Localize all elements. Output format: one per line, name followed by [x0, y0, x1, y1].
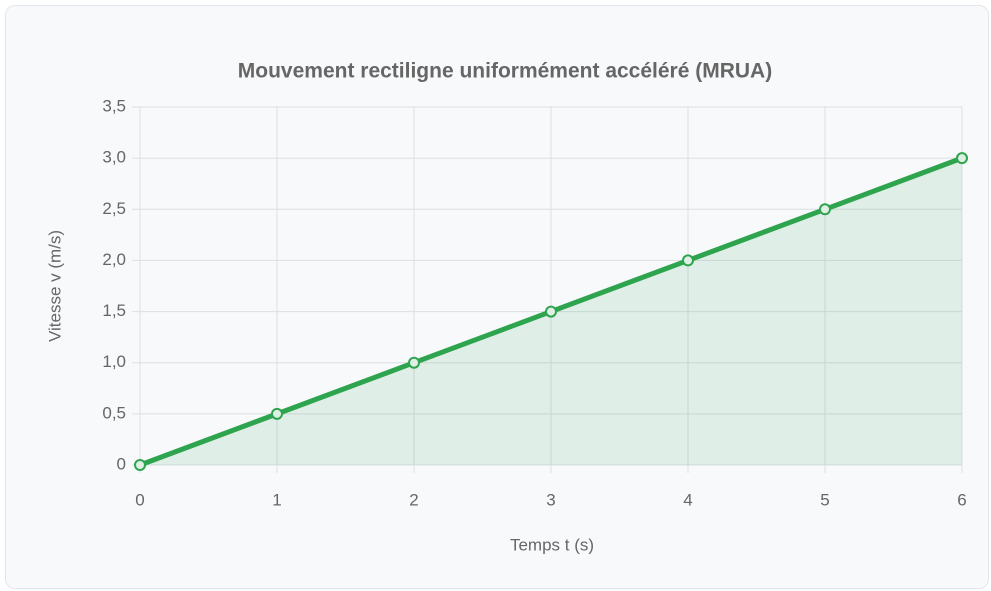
point [819, 203, 831, 216]
x-tick-label: 2 [409, 490, 418, 509]
y-axis-label: Vitesse v (m/s) [45, 230, 64, 342]
chart-title: Mouvement rectiligne uniformément accélé… [238, 60, 772, 83]
x-tick-label: 3 [546, 490, 555, 509]
y-tick-label: 3,0 [102, 148, 126, 167]
x-axis-label: Temps t (s) [510, 535, 594, 554]
point [134, 459, 146, 471]
y-tick-label: 0,5 [102, 403, 126, 422]
point [682, 254, 694, 267]
x-tick-label: 5 [820, 490, 829, 509]
x-tick-label: 4 [683, 490, 692, 509]
y-tick-label: 1,0 [102, 352, 126, 371]
y-tick-label: 1,5 [102, 301, 126, 320]
point [271, 407, 283, 420]
y-tick-label: 2,5 [102, 199, 126, 218]
y-tick-label: 2,0 [102, 250, 126, 269]
x-tick-label: 0 [135, 490, 144, 509]
point [545, 305, 557, 318]
x-tick-label: 6 [957, 490, 966, 509]
point [956, 152, 968, 165]
y-tick-label: 3,5 [102, 96, 126, 115]
x-tick-label: 1 [272, 490, 281, 509]
point [408, 356, 420, 369]
y-tick-label: 0 [117, 454, 126, 473]
